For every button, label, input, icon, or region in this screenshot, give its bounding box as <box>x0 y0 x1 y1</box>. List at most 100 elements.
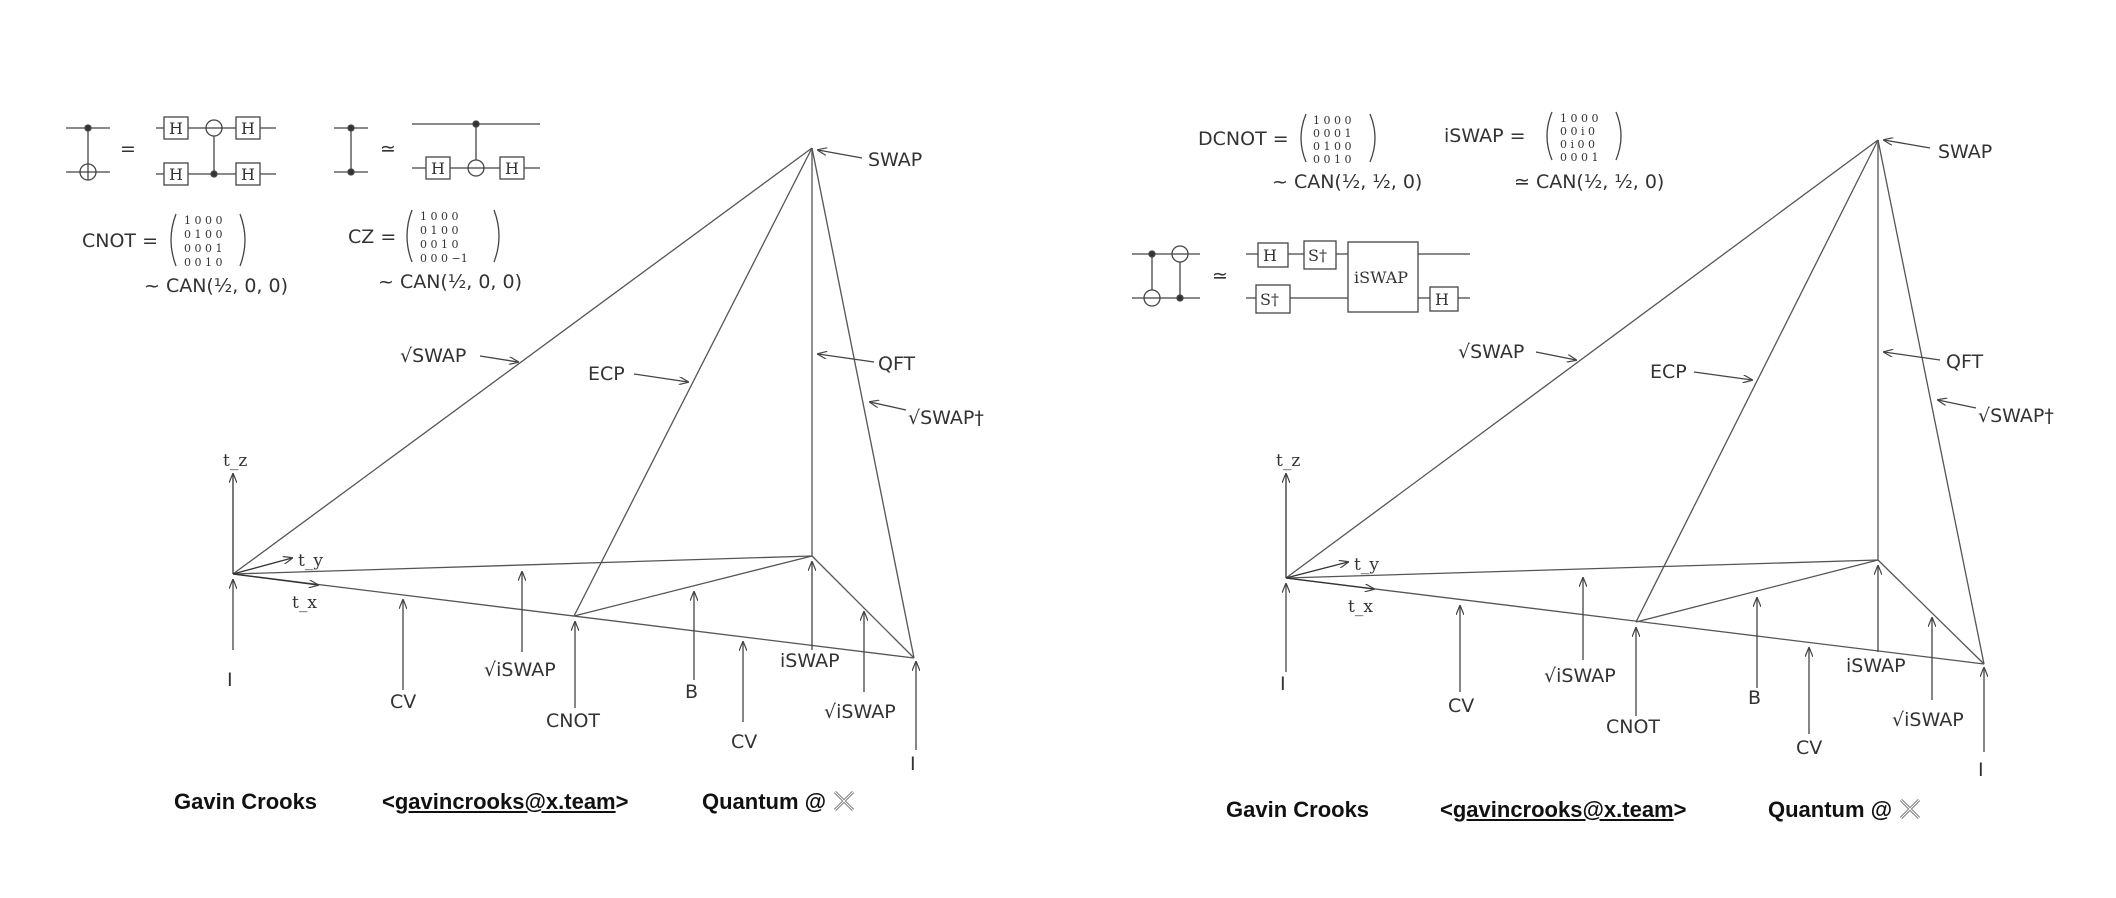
axis-label-ty: t_y <box>298 551 323 571</box>
org-label: Quantum @ <box>702 789 827 814</box>
matrix-row: 0 0 0 1 <box>1313 127 1351 140</box>
label-sqrt-swap-dagger: √SWAP† <box>1978 405 2054 427</box>
matrix-row: 0 i 0 0 <box>1560 138 1595 151</box>
pointer-arrows-right <box>1286 140 1984 752</box>
org-label: Quantum @ <box>1768 797 1893 822</box>
label-iswap: iSWAP <box>1846 655 1906 677</box>
gate-s-dagger: S† <box>1260 290 1279 309</box>
matrix-row: 0 1 0 0 <box>1313 140 1351 153</box>
axis-label-tx: t_x <box>1348 597 1373 617</box>
email-bracket-close: > <box>1673 797 1687 822</box>
matrix-row: 1 0 0 0 <box>184 214 222 227</box>
matrix-row: 1 0 0 0 <box>1313 114 1351 127</box>
matrix-row: 0 1 0 0 <box>420 224 458 237</box>
matrix-row: 0 1 0 0 <box>184 228 222 241</box>
axis-label-tz: t_z <box>1276 451 1300 471</box>
gate-h: H <box>241 165 255 184</box>
circuit-cnot-left <box>66 116 276 186</box>
label-sqrt-swap: √SWAP <box>400 345 466 367</box>
label-ecp: ECP <box>588 363 625 385</box>
cnot-matrix-name: CNOT = <box>82 230 158 252</box>
org-block: Quantum @ <box>1768 797 1922 823</box>
author-email-link[interactable]: gavincrooks@x.team <box>394 789 616 814</box>
dcnot-matrix-name: DCNOT = <box>1198 128 1289 150</box>
label-cv-2: CV <box>1796 737 1822 759</box>
org-block: Quantum @ <box>702 789 856 815</box>
matrix-brackets-right <box>1300 111 1622 163</box>
label-identity-corner: I <box>1978 759 1984 781</box>
panel-left <box>66 116 916 750</box>
email-bracket-close: > <box>615 789 629 814</box>
email-bracket-open: < <box>1440 797 1453 822</box>
panel-left-text: H H H H H H = ≃ CNOT = 1 0 0 0 0 1 0 0 0… <box>82 119 984 775</box>
label-cnot: CNOT <box>546 710 600 732</box>
label-ecp: ECP <box>1650 361 1687 383</box>
label-cv-2: CV <box>731 731 757 753</box>
label-identity-origin: I <box>227 669 233 691</box>
author-email-block: <gavincrooks@x.team> <box>1440 797 1686 823</box>
label-sqrt-swap: √SWAP <box>1458 341 1524 363</box>
x-logo-icon <box>1900 798 1921 820</box>
matrix-row: 1 0 0 0 <box>1560 112 1598 125</box>
matrix-brackets-left <box>170 209 500 267</box>
cz-can: ~ CAN(½, 0, 0) <box>378 271 522 293</box>
author-email-link[interactable]: gavincrooks@x.team <box>1452 797 1674 822</box>
label-cv: CV <box>1448 695 1474 717</box>
gate-s-dagger: S† <box>1308 246 1327 265</box>
cnot-can: ~ CAN(½, 0, 0) <box>144 275 288 297</box>
label-qft: QFT <box>878 353 916 375</box>
email-bracket-open: < <box>382 789 395 814</box>
gate-h: H <box>505 159 519 178</box>
circuit-dcnot-right <box>1132 240 1470 314</box>
gate-h: H <box>169 165 183 184</box>
label-cnot: CNOT <box>1606 716 1660 738</box>
gate-iswap: iSWAP <box>1354 268 1408 287</box>
matrix-row: 0 0 0 1 <box>1560 151 1598 164</box>
author-name: Gavin Crooks <box>1226 797 1370 822</box>
matrix-row: 0 0 1 0 <box>1313 153 1351 166</box>
label-iswap: iSWAP <box>780 650 840 672</box>
author-email-block: <gavincrooks@x.team> <box>382 789 628 815</box>
label-cv: CV <box>390 691 416 713</box>
iswap-can: ≃ CAN(½, ½, 0) <box>1514 171 1664 193</box>
weyl-chamber-left <box>232 147 915 659</box>
matrix-row: 0 0 0 −1 <box>420 252 468 265</box>
label-identity-corner: I <box>910 753 916 775</box>
cz-matrix-name: CZ = <box>348 226 396 248</box>
equals-symbol: = <box>120 138 136 160</box>
gate-h: H <box>169 119 183 138</box>
label-b: B <box>685 681 698 703</box>
label-sqrt-iswap: √iSWAP <box>484 659 556 681</box>
panel-right-text: DCNOT = 1 0 0 0 0 0 0 1 0 1 0 0 0 0 1 0 … <box>1198 112 2054 781</box>
gate-h: H <box>241 119 255 138</box>
circuit-cz-left <box>334 120 540 180</box>
gate-h: H <box>1263 246 1277 265</box>
axis-label-ty: t_y <box>1354 555 1379 575</box>
label-sqrt-iswap-2: √iSWAP <box>1892 709 1964 731</box>
label-qft: QFT <box>1946 351 1984 373</box>
axis-label-tx: t_x <box>292 593 317 613</box>
similar-symbol: ≃ <box>1212 265 1228 287</box>
label-sqrt-iswap: √iSWAP <box>1544 665 1616 687</box>
axis-label-tz: t_z <box>223 451 247 471</box>
dcnot-can: ~ CAN(½, ½, 0) <box>1272 171 1422 193</box>
matrix-row: 0 0 1 0 <box>420 238 458 251</box>
x-logo-icon <box>834 790 855 812</box>
label-b: B <box>1748 687 1761 709</box>
label-sqrt-iswap-2: √iSWAP <box>824 701 896 723</box>
gate-h: H <box>431 159 445 178</box>
gate-h: H <box>1435 290 1449 309</box>
weyl-chamber-right <box>1285 139 1985 665</box>
matrix-row: 1 0 0 0 <box>420 210 458 223</box>
label-swap: SWAP <box>868 149 922 171</box>
label-swap: SWAP <box>1938 141 1992 163</box>
label-identity-origin: I <box>1280 673 1286 695</box>
matrix-row: 0 0 0 1 <box>184 242 222 255</box>
iswap-matrix-name: iSWAP = <box>1444 125 1526 147</box>
author-name: Gavin Crooks <box>174 789 318 814</box>
label-sqrt-swap-dagger: √SWAP† <box>908 407 984 429</box>
pointer-arrows-left <box>233 150 916 750</box>
similar-symbol: ≃ <box>380 138 396 160</box>
matrix-row: 0 0 1 0 <box>184 256 222 269</box>
